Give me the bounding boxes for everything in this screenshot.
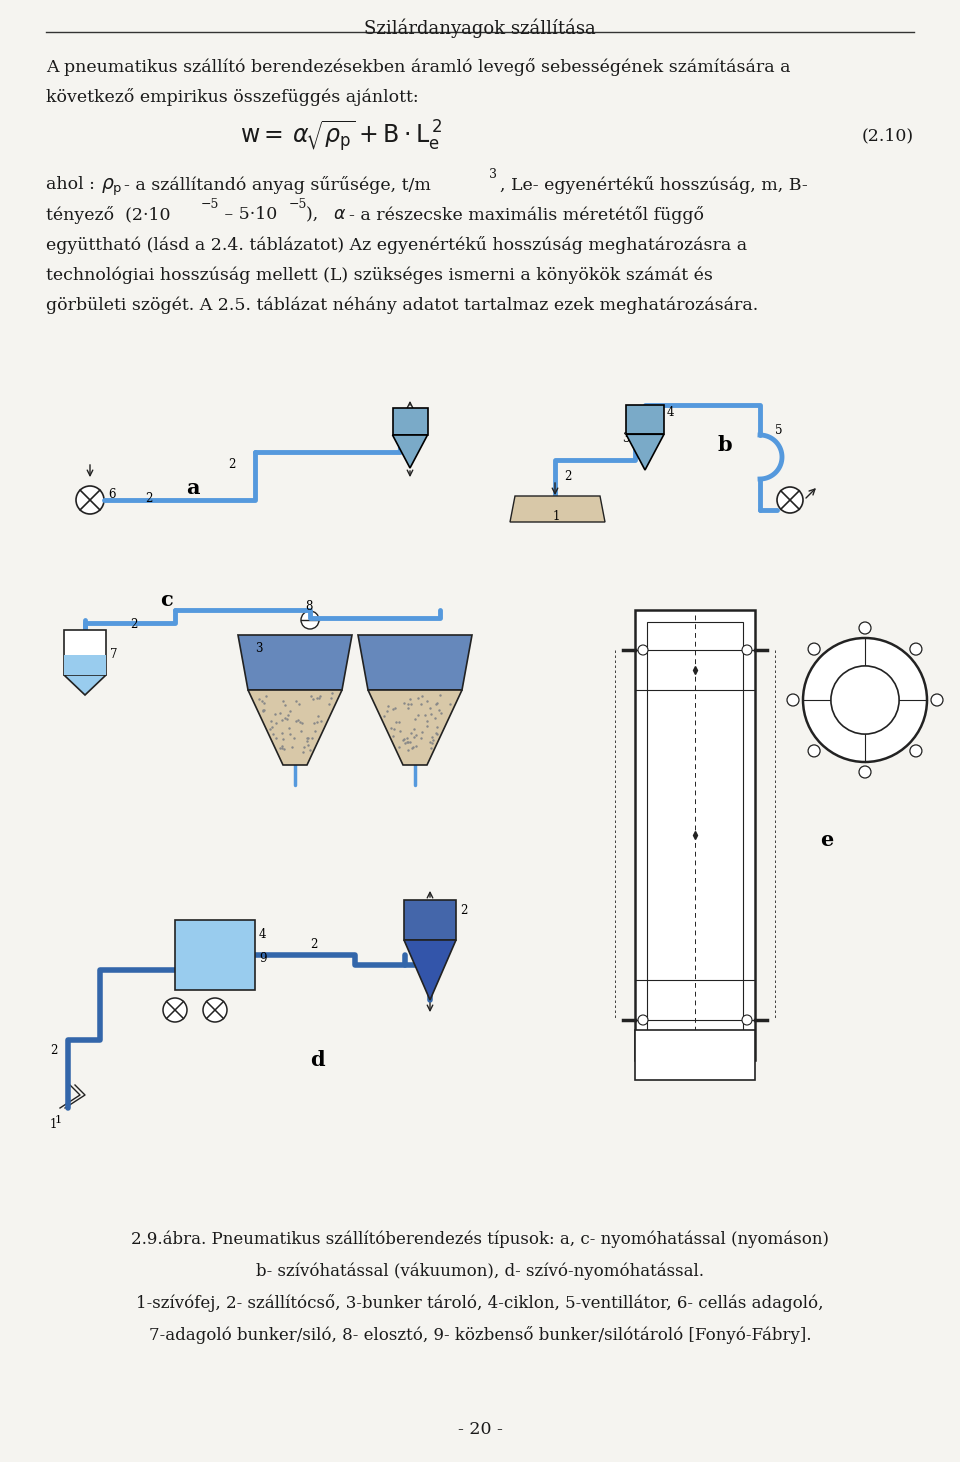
Circle shape	[808, 746, 820, 757]
Circle shape	[808, 643, 820, 655]
Circle shape	[777, 487, 803, 513]
Text: - 20 -: - 20 -	[458, 1421, 502, 1439]
Text: - a szállítandó anyag sűrűsége, t/m: - a szállítandó anyag sűrűsége, t/m	[124, 175, 431, 194]
Text: következő empirikus összefüggés ajánlott:: következő empirikus összefüggés ajánlott…	[46, 88, 419, 107]
Text: 9: 9	[259, 952, 267, 965]
Text: 2: 2	[228, 459, 235, 472]
Circle shape	[638, 1015, 648, 1025]
Circle shape	[803, 637, 927, 762]
Circle shape	[910, 746, 922, 757]
Text: $\alpha$: $\alpha$	[333, 206, 347, 224]
Polygon shape	[238, 635, 352, 690]
Text: 2: 2	[310, 939, 318, 952]
Circle shape	[76, 485, 104, 515]
Text: 1: 1	[55, 1116, 62, 1124]
Polygon shape	[626, 405, 664, 434]
Text: 3: 3	[622, 431, 630, 444]
Text: 1: 1	[553, 509, 561, 522]
Circle shape	[787, 694, 799, 706]
Text: - a részecske maximális méretétől függő: - a részecske maximális méretétől függő	[349, 206, 704, 224]
Polygon shape	[64, 630, 106, 675]
Text: 3: 3	[395, 430, 402, 443]
Text: 6: 6	[108, 487, 115, 500]
Polygon shape	[404, 940, 456, 1000]
Text: , Le- egyenértékű hosszúság, m, B-: , Le- egyenértékű hosszúság, m, B-	[500, 175, 807, 194]
Circle shape	[742, 645, 752, 655]
Text: −5: −5	[289, 197, 307, 211]
Polygon shape	[404, 901, 456, 940]
Circle shape	[859, 766, 871, 778]
Text: tényező  (2·10: tényező (2·10	[46, 206, 171, 224]
Text: 4: 4	[667, 406, 675, 420]
Text: 2: 2	[50, 1044, 58, 1057]
Circle shape	[910, 643, 922, 655]
Text: (2.10): (2.10)	[862, 127, 914, 145]
Text: e: e	[820, 830, 833, 849]
Polygon shape	[393, 436, 427, 468]
Polygon shape	[175, 920, 255, 990]
Text: $\rho_\mathrm{p}$: $\rho_\mathrm{p}$	[101, 175, 123, 197]
Text: együttható (lásd a 2.4. táblázatot) Az egyenértékű hosszúság meghatározásra a: együttható (lásd a 2.4. táblázatot) Az e…	[46, 235, 747, 254]
Circle shape	[638, 645, 648, 655]
Text: 7-adagoló bunker/siló, 8- elosztó, 9- közbenső bunker/silótároló [Fonyó-Fábry].: 7-adagoló bunker/siló, 8- elosztó, 9- kö…	[149, 1326, 811, 1344]
Polygon shape	[248, 690, 342, 765]
Text: 3: 3	[255, 642, 262, 655]
Polygon shape	[635, 1031, 755, 1080]
Text: 2: 2	[564, 469, 571, 482]
Text: d: d	[310, 1050, 324, 1070]
Text: 2: 2	[460, 904, 468, 917]
Circle shape	[931, 694, 943, 706]
Text: a: a	[186, 478, 200, 499]
Polygon shape	[64, 675, 106, 694]
Circle shape	[301, 611, 319, 629]
Text: b- szívóhatással (vákuumon), d- szívó-nyomóhatással.: b- szívóhatással (vákuumon), d- szívó-ny…	[256, 1262, 704, 1279]
Text: 3: 3	[489, 168, 497, 181]
Text: c: c	[160, 591, 173, 610]
Polygon shape	[368, 690, 462, 765]
Text: 7: 7	[110, 649, 117, 661]
Polygon shape	[635, 610, 755, 1060]
Circle shape	[859, 621, 871, 635]
Text: 1: 1	[50, 1118, 58, 1132]
Polygon shape	[393, 408, 427, 436]
Text: 2.9.ábra. Pneumatikus szállítóberendezés típusok: a, c- nyomóhatással (nyomáson): 2.9.ábra. Pneumatikus szállítóberendezés…	[131, 1230, 829, 1247]
Text: 5: 5	[775, 424, 782, 437]
Text: 2: 2	[130, 618, 137, 632]
Text: ahol :: ahol :	[46, 175, 101, 193]
Text: A pneumatikus szállító berendezésekben áramló levegő sebességének számítására a: A pneumatikus szállító berendezésekben á…	[46, 58, 790, 76]
Text: technológiai hosszúság mellett (L) szükséges ismerni a könyökök számát és: technológiai hosszúság mellett (L) szüks…	[46, 266, 713, 284]
Polygon shape	[64, 655, 106, 675]
Text: 2: 2	[145, 493, 153, 506]
Text: b: b	[718, 436, 732, 455]
Circle shape	[163, 999, 187, 1022]
Text: – 5·10: – 5·10	[219, 206, 277, 224]
Text: 8: 8	[305, 599, 312, 613]
Circle shape	[742, 1015, 752, 1025]
Polygon shape	[510, 496, 605, 522]
Text: 1-szívófej, 2- szállítócső, 3-bunker tároló, 4-ciklon, 5-ventillátor, 6- cellás : 1-szívófej, 2- szállítócső, 3-bunker tár…	[136, 1294, 824, 1311]
Polygon shape	[358, 635, 472, 690]
Text: ),: ),	[306, 206, 329, 224]
Circle shape	[831, 665, 900, 734]
Text: Szilárdanyagok szállítása: Szilárdanyagok szállítása	[364, 18, 596, 38]
Text: 4: 4	[259, 928, 267, 942]
Text: görbületi szögét. A 2.5. táblázat néhány adatot tartalmaz ezek meghatározására.: görbületi szögét. A 2.5. táblázat néhány…	[46, 295, 758, 313]
Circle shape	[203, 999, 227, 1022]
Polygon shape	[626, 434, 664, 469]
Text: −5: −5	[201, 197, 220, 211]
Text: $\mathrm{w}{=}\,\alpha_{\!}\sqrt{\rho_\mathrm{p}} + \mathrm{B}\cdot\mathrm{L}_\m: $\mathrm{w}{=}\,\alpha_{\!}\sqrt{\rho_\m…	[240, 118, 443, 154]
